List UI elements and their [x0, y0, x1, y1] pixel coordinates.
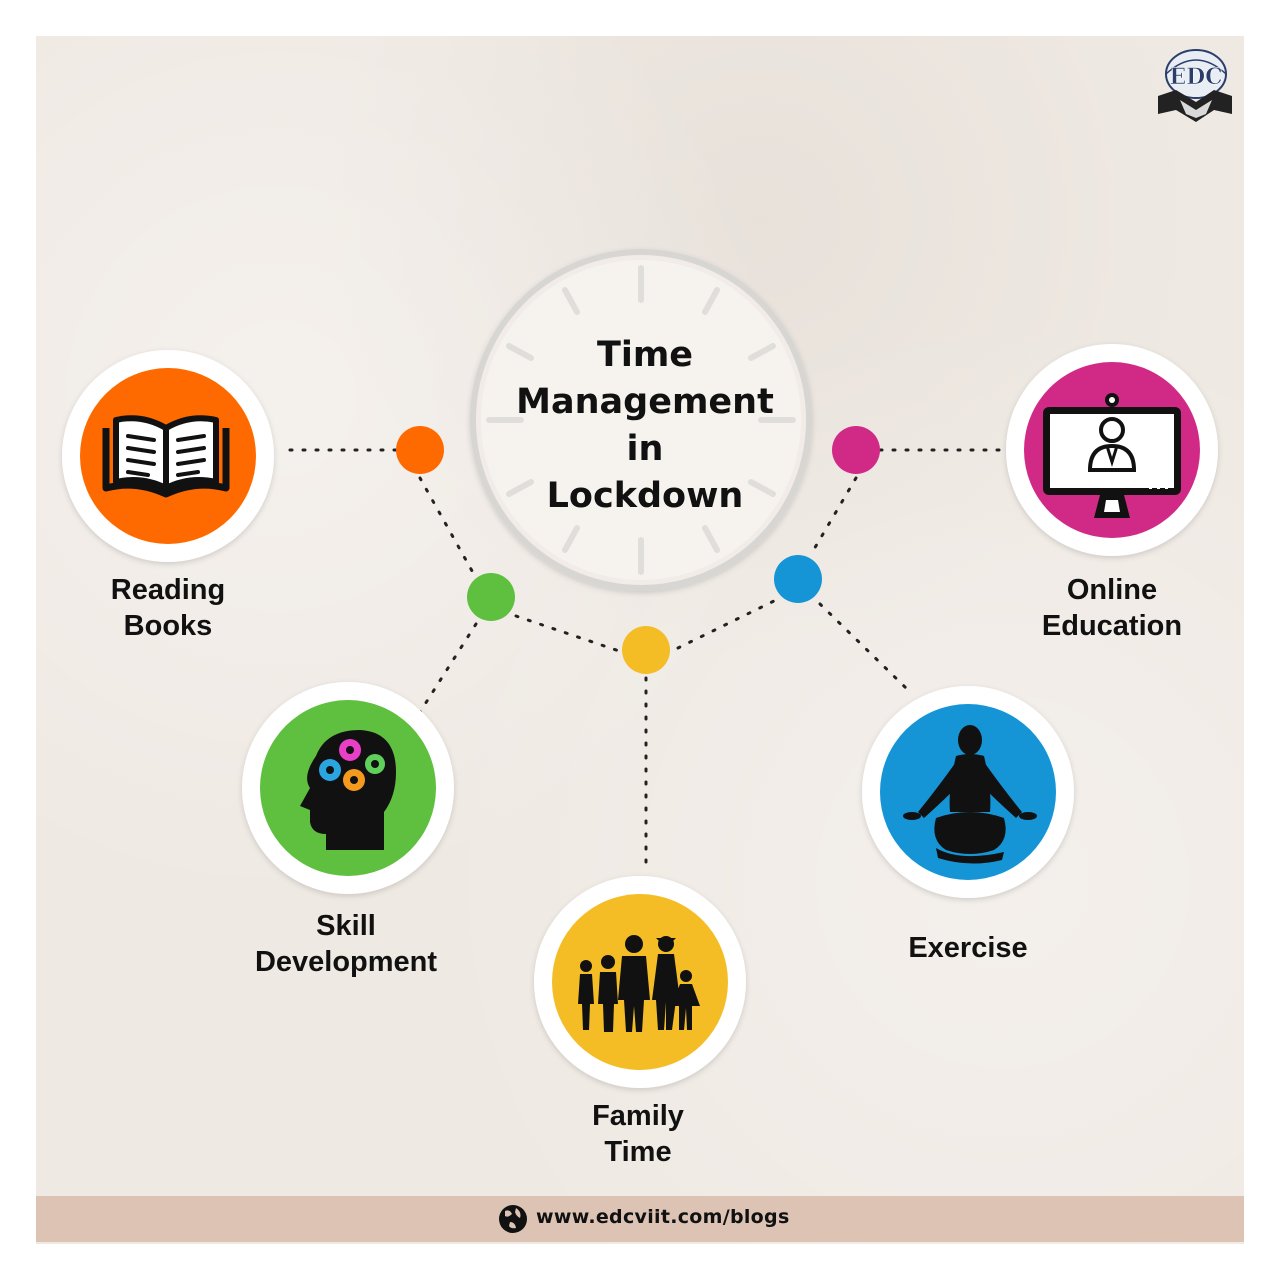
- diagram-title: Time Management in Lockdown: [516, 335, 774, 516]
- label-online-education: Online Education: [1041, 574, 1183, 642]
- node-skill-development: [242, 682, 454, 894]
- connector-green-yellow: [514, 614, 624, 654]
- label-family-time: Family Time: [592, 1100, 684, 1168]
- node-online-education: [1006, 344, 1218, 556]
- globe-icon: [499, 1205, 527, 1233]
- node-reading-books: [62, 350, 274, 562]
- connector-dot-blue: [774, 555, 822, 603]
- family-silhouette-icon: [578, 935, 700, 1032]
- head-gears-icon: [300, 730, 396, 850]
- open-book-icon: [102, 415, 230, 498]
- node-exercise: [862, 686, 1074, 898]
- node-family-time: [534, 876, 746, 1088]
- dotted-connectors: [288, 448, 1008, 870]
- connector-dot-yellow: [622, 626, 670, 674]
- label-skill-development: Skill Development: [254, 910, 438, 978]
- connector-magenta-blue: [808, 476, 858, 558]
- connector-dot-green: [467, 573, 515, 621]
- video-monitor-icon: [1043, 393, 1181, 518]
- clock-ticks: [486, 265, 796, 575]
- connector-exercise: [818, 602, 908, 690]
- label-exercise: Exercise: [908, 932, 1028, 964]
- label-reading-books: Reading Books: [110, 574, 226, 642]
- meditation-icon: [903, 725, 1037, 864]
- footer-bar: [36, 1196, 1244, 1242]
- edc-handshake-logo-icon: EDC: [1158, 49, 1232, 122]
- connector-dot-orange: [396, 426, 444, 474]
- connector-orange-green: [418, 476, 478, 580]
- connector-yellow-blue: [676, 598, 778, 650]
- clock-circle: [470, 249, 812, 591]
- footer-url[interactable]: www.edcviit.com/blogs: [536, 1206, 790, 1228]
- connector-skill: [418, 622, 478, 714]
- svg-text:EDC: EDC: [1169, 64, 1222, 90]
- connector-dot-magenta: [832, 426, 880, 474]
